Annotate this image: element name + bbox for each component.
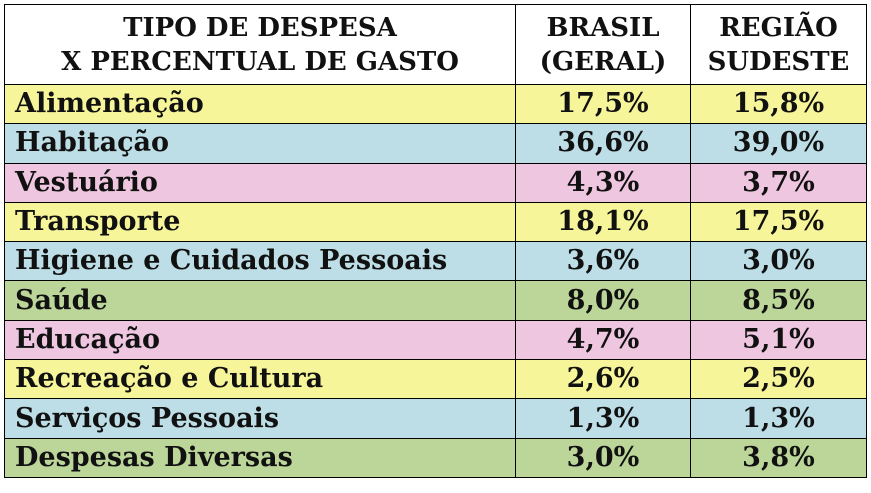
brasil-percent-cell: 1,3% [515,398,691,439]
header-expense-type-line1: TIPO DE DESPESA [123,12,397,43]
sudeste-percent-cell: 2,5% [690,359,867,400]
brasil-percent-cell: 18,1% [515,201,691,243]
table-row: Transporte 18,1% 17,5% [4,201,867,243]
sudeste-percent-cell: 39,0% [690,123,867,164]
brasil-percent-cell: 4,7% [515,319,691,361]
brasil-percent-cell: 8,0% [515,280,691,321]
table-row: Higiene e Cuidados Pessoais 3,6% 3,0% [4,241,867,282]
brasil-percent-cell: 4,3% [515,162,691,203]
sudeste-percent-cell: 15,8% [690,83,867,125]
expense-type-cell: Despesas Diversas [4,437,516,478]
brasil-percent-cell: 2,6% [515,359,691,400]
brasil-percent-cell: 36,6% [515,123,691,164]
table-row: Vestuário 4,3% 3,7% [4,162,867,203]
table-row: Despesas Diversas 3,0% 3,8% [4,437,867,478]
header-sudeste: REGIÃO SUDESTE [690,4,867,85]
table-row: Habitação 36,6% 39,0% [4,123,867,164]
expense-type-cell: Alimentação [4,83,516,125]
expense-type-cell: Recreação e Cultura [4,359,516,400]
table-row: Saúde 8,0% 8,5% [4,280,867,321]
expense-type-cell: Vestuário [4,162,516,203]
expense-table-container: TIPO DE DESPESA X PERCENTUAL DE GASTO BR… [4,4,867,478]
table-row: Recreação e Cultura 2,6% 2,5% [4,359,867,400]
sudeste-percent-cell: 1,3% [690,398,867,439]
sudeste-percent-cell: 17,5% [690,201,867,243]
expense-type-cell: Transporte [4,201,516,243]
sudeste-percent-cell: 8,5% [690,280,867,321]
header-brasil-line1: BRASIL [546,12,660,43]
header-sudeste-line1: REGIÃO [719,12,838,43]
sudeste-percent-cell: 3,8% [690,437,867,478]
header-sudeste-line2: SUDESTE [707,46,850,77]
table-row: Serviços Pessoais 1,3% 1,3% [4,398,867,439]
sudeste-percent-cell: 3,7% [690,162,867,203]
brasil-percent-cell: 17,5% [515,83,691,125]
expense-type-cell: Higiene e Cuidados Pessoais [4,241,516,282]
expense-table: TIPO DE DESPESA X PERCENTUAL DE GASTO BR… [4,4,867,478]
expense-type-cell: Habitação [4,123,516,164]
table-body: Alimentação 17,5% 15,8% Habitação 36,6% 39,0%… [4,83,867,478]
expense-type-cell: Educação [4,319,516,361]
table-row: Alimentação 17,5% 15,8% [4,83,867,125]
brasil-percent-cell: 3,6% [515,241,691,282]
expense-type-cell: Saúde [4,280,516,321]
header-brasil-line2: (GERAL) [539,46,667,77]
table-header-row: TIPO DE DESPESA X PERCENTUAL DE GASTO BR… [4,4,867,85]
sudeste-percent-cell: 5,1% [690,319,867,361]
header-expense-type-line2: X PERCENTUAL DE GASTO [61,46,459,77]
expense-type-cell: Serviços Pessoais [4,398,516,439]
table-row: Educação 4,7% 5,1% [4,319,867,361]
brasil-percent-cell: 3,0% [515,437,691,478]
sudeste-percent-cell: 3,0% [690,241,867,282]
header-expense-type: TIPO DE DESPESA X PERCENTUAL DE GASTO [4,4,516,85]
header-brasil: BRASIL (GERAL) [515,4,691,85]
